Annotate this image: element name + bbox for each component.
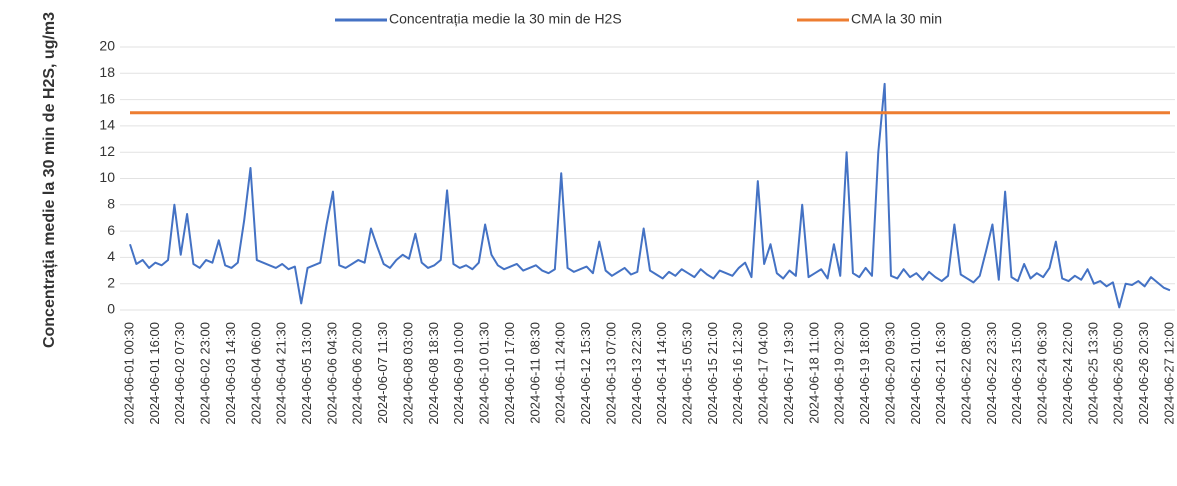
x-tick-label: 2024-06-10 17:00 (502, 322, 517, 425)
legend-label: CMA la 30 min (851, 11, 942, 27)
y-tick-label: 6 (107, 222, 115, 238)
x-tick-label: 2024-06-08 18:30 (426, 322, 441, 425)
x-tick-label: 2024-06-25 13:30 (1085, 322, 1100, 425)
x-tick-label: 2024-06-03 14:30 (223, 322, 238, 425)
x-tick-label: 2024-06-02 23:00 (198, 322, 213, 425)
x-tick-label: 2024-06-26 20:30 (1136, 322, 1151, 425)
y-tick-label: 8 (107, 196, 115, 212)
y-tick-label: 10 (99, 169, 115, 185)
x-tick-label: 2024-06-04 21:30 (274, 322, 289, 425)
x-tick-label: 2024-06-12 15:30 (578, 322, 593, 425)
x-tick-label: 2024-06-11 08:30 (527, 322, 542, 424)
x-tick-label: 2024-06-15 05:30 (679, 322, 694, 425)
y-tick-label: 12 (99, 143, 115, 159)
x-tick-label: 2024-06-26 05:00 (1111, 322, 1126, 425)
x-tick-label: 2024-06-21 16:30 (933, 322, 948, 425)
x-tick-label: 2024-06-11 24:00 (553, 322, 568, 424)
x-tick-label: 2024-06-01 00:30 (121, 322, 136, 425)
x-tick-label: 2024-06-22 23:30 (984, 322, 999, 425)
data-line (129, 82, 1171, 309)
x-tick-label: 2024-06-10 01:30 (477, 322, 492, 425)
x-tick-label: 2024-06-04 06:00 (248, 322, 263, 425)
y-tick-label: 20 (99, 38, 115, 54)
x-tick-label: 2024-06-20 09:30 (882, 322, 897, 425)
y-axis-title: Concentrația medie la 30 min de H2S, ug/… (41, 12, 58, 348)
x-tick-label: 2024-06-05 13:00 (299, 322, 314, 425)
y-tick-label: 14 (99, 117, 115, 133)
x-tick-label: 2024-06-19 02:30 (832, 322, 847, 425)
y-tick-label: 4 (107, 248, 115, 264)
x-tick-label: 2024-06-24 06:30 (1035, 322, 1050, 425)
x-tick-label: 2024-06-19 18:00 (857, 322, 872, 425)
x-tick-label: 2024-06-23 15:00 (1009, 322, 1024, 425)
x-tick-label: 2024-06-14 14:00 (654, 322, 669, 425)
x-tick-label: 2024-06-01 16:00 (147, 322, 162, 425)
x-tick-label: 2024-06-17 19:30 (781, 322, 796, 425)
y-tick-label: 18 (99, 64, 115, 80)
x-tick-label: 2024-06-24 22:00 (1060, 322, 1075, 425)
y-tick-label: 2 (107, 274, 115, 290)
legend-label: Concentrația medie la 30 min de H2S (389, 11, 622, 27)
x-tick-label: 2024-06-16 12:30 (730, 322, 745, 425)
x-tick-label: 2024-06-06 04:30 (324, 322, 339, 425)
x-tick-label: 2024-06-21 01:00 (908, 322, 923, 425)
x-tick-label: 2024-06-22 08:00 (959, 322, 974, 425)
x-tick-label: 2024-06-15 21:00 (705, 322, 720, 425)
y-tick-label: 0 (107, 301, 115, 317)
x-tick-label: 2024-06-06 20:00 (350, 322, 365, 425)
x-tick-label: 2024-06-08 03:00 (400, 322, 415, 425)
x-tick-label: 2024-06-13 07:00 (603, 322, 618, 425)
x-tick-label: 2024-06-07 11:30 (375, 322, 390, 424)
x-tick-label: 2024-06-18 11:00 (806, 322, 821, 424)
x-tick-label: 2024-06-09 10:00 (451, 322, 466, 425)
x-tick-label: 2024-06-13 22:30 (629, 322, 644, 425)
x-tick-label: 2024-06-02 07:30 (172, 322, 187, 425)
x-tick-label: 2024-06-17 04:00 (756, 322, 771, 425)
y-tick-label: 16 (99, 90, 115, 106)
x-tick-label: 2024-06-27 12:00 (1161, 322, 1176, 425)
